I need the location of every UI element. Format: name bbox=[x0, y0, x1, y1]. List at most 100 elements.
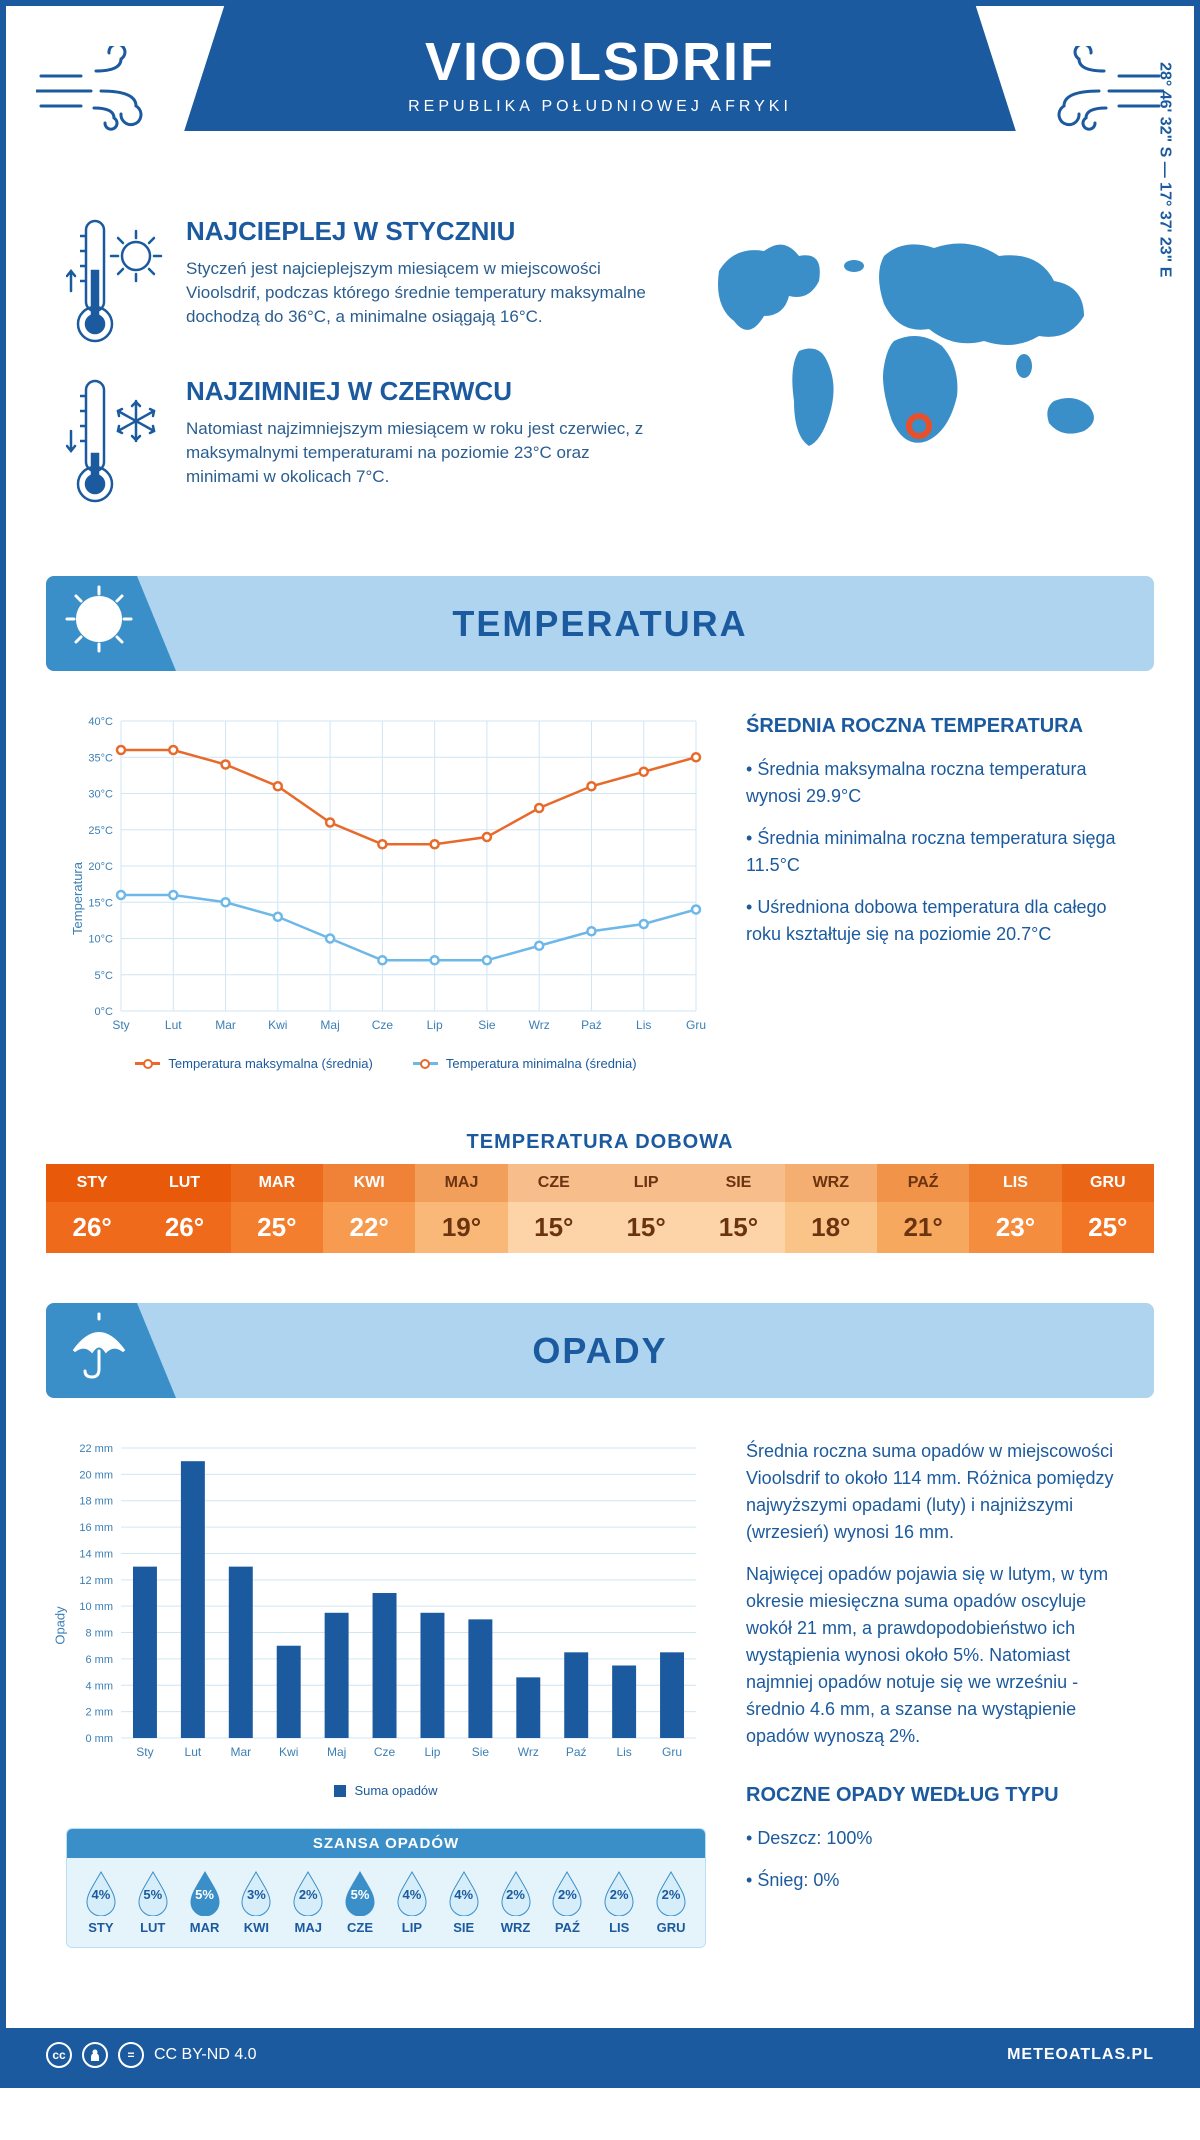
svg-text:18 mm: 18 mm bbox=[79, 1496, 113, 1508]
svg-text:25°C: 25°C bbox=[88, 825, 113, 837]
precip-type-item: Deszcz: 100% bbox=[746, 1825, 1134, 1852]
svg-text:16 mm: 16 mm bbox=[79, 1522, 113, 1534]
svg-text:6 mm: 6 mm bbox=[86, 1654, 114, 1666]
precipitation-text: Średnia roczna suma opadów w miejscowośc… bbox=[746, 1438, 1134, 1948]
rain-chance-value: 2% bbox=[299, 1887, 318, 1902]
svg-text:20 mm: 20 mm bbox=[79, 1469, 113, 1481]
daily-month-header: CZE bbox=[508, 1164, 600, 1202]
svg-text:Lip: Lip bbox=[427, 1018, 443, 1032]
svg-text:35°C: 35°C bbox=[88, 752, 113, 764]
raindrop-icon: 3% bbox=[238, 1870, 274, 1916]
raindrop-icon: 2% bbox=[290, 1870, 326, 1916]
header-banner: VIOOLSDRIF REPUBLIKA POŁUDNIOWEJ AFRYKI bbox=[184, 6, 1016, 131]
svg-text:Lut: Lut bbox=[185, 1745, 202, 1759]
rain-chance-month: LIS bbox=[593, 1920, 645, 1935]
svg-text:5°C: 5°C bbox=[95, 970, 114, 982]
raindrop-icon: 5% bbox=[342, 1870, 378, 1916]
rain-chance-cell: 3% KWI bbox=[230, 1870, 282, 1935]
rain-chance-month: SIE bbox=[438, 1920, 490, 1935]
raindrop-icon: 2% bbox=[498, 1870, 534, 1916]
temp-y-label: Temperatura bbox=[70, 862, 85, 935]
temperature-body: Temperatura 0°C5°C10°C15°C20°C25°C30°C35… bbox=[6, 671, 1194, 1111]
svg-text:Lis: Lis bbox=[636, 1018, 651, 1032]
svg-text:Sty: Sty bbox=[112, 1018, 129, 1032]
daily-month-header: LIP bbox=[600, 1164, 692, 1202]
rain-chance-month: PAŹ bbox=[541, 1920, 593, 1935]
daily-month-header: MAJ bbox=[415, 1164, 507, 1202]
svg-text:Wrz: Wrz bbox=[529, 1018, 550, 1032]
svg-text:10°C: 10°C bbox=[88, 934, 113, 946]
svg-text:2 mm: 2 mm bbox=[86, 1707, 114, 1719]
rain-chance-month: LUT bbox=[127, 1920, 179, 1935]
precip-y-label: Opady bbox=[53, 1606, 68, 1644]
temp-stat-item: Uśredniona dobowa temperatura dla całego… bbox=[746, 894, 1134, 948]
temperature-heading: TEMPERATURA bbox=[452, 603, 747, 645]
daily-month-header: GRU bbox=[1062, 1164, 1154, 1202]
svg-text:Sie: Sie bbox=[472, 1745, 490, 1759]
precipitation-body: Opady 0 mm2 mm4 mm6 mm8 mm10 mm12 mm14 m… bbox=[6, 1398, 1194, 1988]
svg-text:12 mm: 12 mm bbox=[79, 1575, 113, 1587]
precip-legend: Suma opadów bbox=[66, 1783, 706, 1798]
svg-text:Paź: Paź bbox=[566, 1745, 587, 1759]
temperature-stats: ŚREDNIA ROCZNA TEMPERATURA Średnia maksy… bbox=[746, 711, 1134, 1071]
svg-text:Lis: Lis bbox=[616, 1745, 631, 1759]
license-text: CC BY-ND 4.0 bbox=[154, 2046, 257, 2064]
svg-text:0 mm: 0 mm bbox=[86, 1733, 114, 1745]
rain-chance-month: GRU bbox=[645, 1920, 697, 1935]
legend-min: Temperatura minimalna (średnia) bbox=[446, 1056, 637, 1071]
precip-p2: Najwięcej opadów pojawia się w lutym, w … bbox=[746, 1561, 1134, 1750]
rain-chance-cell: 2% WRZ bbox=[490, 1870, 542, 1935]
coldest-title: NAJZIMNIEJ W CZERWCU bbox=[186, 376, 654, 407]
precip-type-item: Śnieg: 0% bbox=[746, 1867, 1134, 1894]
rain-chance-value: 2% bbox=[610, 1887, 629, 1902]
by-icon bbox=[82, 2042, 108, 2068]
rain-chance-cell: 4% LIP bbox=[386, 1870, 438, 1935]
rain-chance-value: 5% bbox=[351, 1887, 370, 1902]
rain-chance-cell: 2% MAJ bbox=[282, 1870, 334, 1935]
daily-temp-table: STYLUTMARKWIMAJCZELIPSIEWRZPAŹLISGRU 26°… bbox=[46, 1164, 1154, 1253]
raindrop-icon: 5% bbox=[135, 1870, 171, 1916]
svg-text:Gru: Gru bbox=[662, 1745, 682, 1759]
temp-stats-heading: ŚREDNIA ROCZNA TEMPERATURA bbox=[746, 711, 1134, 741]
temperature-chart: Temperatura 0°C5°C10°C15°C20°C25°C30°C35… bbox=[66, 711, 706, 1071]
rain-chance-month: KWI bbox=[230, 1920, 282, 1935]
rain-chance-value: 2% bbox=[506, 1887, 525, 1902]
wind-icon-right bbox=[1034, 46, 1164, 136]
daily-month-header: SIE bbox=[692, 1164, 784, 1202]
rain-chance-value: 5% bbox=[195, 1887, 214, 1902]
temp-stat-item: Średnia minimalna roczna temperatura się… bbox=[746, 825, 1134, 879]
thermometer-sun-icon bbox=[66, 216, 166, 346]
svg-text:Mar: Mar bbox=[230, 1745, 251, 1759]
cc-icon: cc bbox=[46, 2042, 72, 2068]
rain-chance-cell: 2% GRU bbox=[645, 1870, 697, 1935]
daily-temp-value: 23° bbox=[969, 1202, 1061, 1253]
svg-text:22 mm: 22 mm bbox=[79, 1443, 113, 1455]
daily-temp-value: 15° bbox=[508, 1202, 600, 1253]
daily-month-header: MAR bbox=[231, 1164, 323, 1202]
rain-chance-value: 4% bbox=[454, 1887, 473, 1902]
legend-max: Temperatura maksymalna (średnia) bbox=[168, 1056, 372, 1071]
location-country: REPUBLIKA POŁUDNIOWEJ AFRYKI bbox=[304, 98, 896, 116]
daily-temp-value: 15° bbox=[692, 1202, 784, 1253]
rain-chance-value: 4% bbox=[402, 1887, 421, 1902]
world-map bbox=[694, 216, 1134, 476]
legend-precip: Suma opadów bbox=[354, 1783, 437, 1798]
hottest-title: NAJCIEPLEJ W STYCZNIU bbox=[186, 216, 654, 247]
rain-chance-month: CZE bbox=[334, 1920, 386, 1935]
umbrella-icon bbox=[64, 1311, 134, 1381]
rain-chance-cell: 5% MAR bbox=[179, 1870, 231, 1935]
svg-text:40°C: 40°C bbox=[88, 716, 113, 728]
daily-month-header: PAŹ bbox=[877, 1164, 969, 1202]
rain-chance-month: STY bbox=[75, 1920, 127, 1935]
rain-chance-panel: SZANSA OPADÓW 4% STY 5% LUT 5% MAR 3% KW… bbox=[66, 1828, 706, 1948]
coldest-block: NAJZIMNIEJ W CZERWCU Natomiast najzimnie… bbox=[66, 376, 654, 506]
daily-temp-value: 25° bbox=[231, 1202, 323, 1253]
rain-chance-value: 4% bbox=[92, 1887, 111, 1902]
thermometer-snow-icon bbox=[66, 376, 166, 506]
location-title: VIOOLSDRIF bbox=[304, 31, 896, 93]
daily-temp-heading: TEMPERATURA DOBOWA bbox=[6, 1131, 1194, 1154]
daily-temp-value: 19° bbox=[415, 1202, 507, 1253]
rain-chance-month: LIP bbox=[386, 1920, 438, 1935]
svg-text:10 mm: 10 mm bbox=[79, 1601, 113, 1613]
rain-chance-value: 5% bbox=[143, 1887, 162, 1902]
